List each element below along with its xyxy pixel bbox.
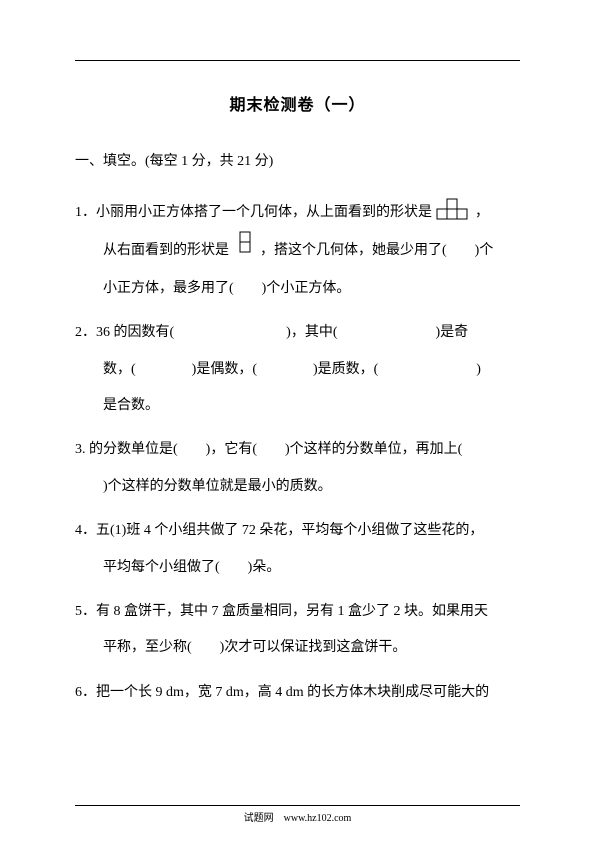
question-3: 3. 的分数单位是( )，它有( )个这样的分数单位，再加上( )个这样的分数单… (75, 432, 520, 505)
top-view-diagram (436, 198, 472, 220)
bottom-rule (75, 805, 520, 806)
exam-title: 期末检测卷（一） (75, 91, 520, 115)
q2-text-b: 数，( )是偶数，( )是质数，( ) (75, 352, 520, 388)
top-rule (75, 60, 520, 61)
q4-text-a: 4．五(1)班 4 个小组共做了 72 朵花，平均每个小组做了这些花的， (75, 513, 520, 549)
q1-text-a: 1．小丽用小正方体搭了一个几何体，从上面看到的形状是 (75, 205, 432, 220)
q2-text-a: 2．36 的因数有( )，其中( )是奇 (75, 315, 520, 351)
q1-text-c: 从右面看到的形状是 (103, 243, 229, 258)
q1-text-e: 小正方体，最多用了( )个小正方体。 (75, 271, 520, 307)
q3-text-a: 3. 的分数单位是( )，它有( )个这样的分数单位，再加上( (75, 432, 520, 468)
side-view-diagram (239, 231, 251, 270)
footer-text: 试题网 www.hz102.com (0, 809, 595, 824)
q1-text-b: ， (475, 205, 489, 220)
q3-text-b: )个这样的分数单位就是最小的质数。 (75, 469, 520, 505)
question-5: 5．有 8 盒饼干，其中 7 盒质量相同，另有 1 盒少了 2 块。如果用天 平… (75, 594, 520, 667)
q1-text-d: ，搭这个几何体，她最少用了( )个 (260, 243, 493, 258)
q4-text-b: 平均每个小组做了( )朵。 (75, 550, 520, 586)
question-6: 6．把一个长 9 dm，宽 7 dm，高 4 dm 的长方体木块削成尽可能大的 (75, 675, 520, 711)
question-2: 2．36 的因数有( )，其中( )是奇 数，( )是偶数，( )是质数，( )… (75, 315, 520, 424)
question-4: 4．五(1)班 4 个小组共做了 72 朵花，平均每个小组做了这些花的， 平均每… (75, 513, 520, 586)
q5-text-b: 平称，至少称( )次才可以保证找到这盒饼干。 (75, 630, 520, 666)
q6-text-a: 6．把一个长 9 dm，宽 7 dm，高 4 dm 的长方体木块削成尽可能大的 (75, 675, 520, 711)
q5-text-a: 5．有 8 盒饼干，其中 7 盒质量相同，另有 1 盒少了 2 块。如果用天 (75, 594, 520, 630)
q2-text-c: 是合数。 (75, 388, 520, 424)
question-1: 1．小丽用小正方体搭了一个几何体，从上面看到的形状是 ， 从右面看到的形状是 ，… (75, 195, 520, 307)
section-header: 一、填空。(每空 1 分，共 21 分) (75, 150, 520, 170)
